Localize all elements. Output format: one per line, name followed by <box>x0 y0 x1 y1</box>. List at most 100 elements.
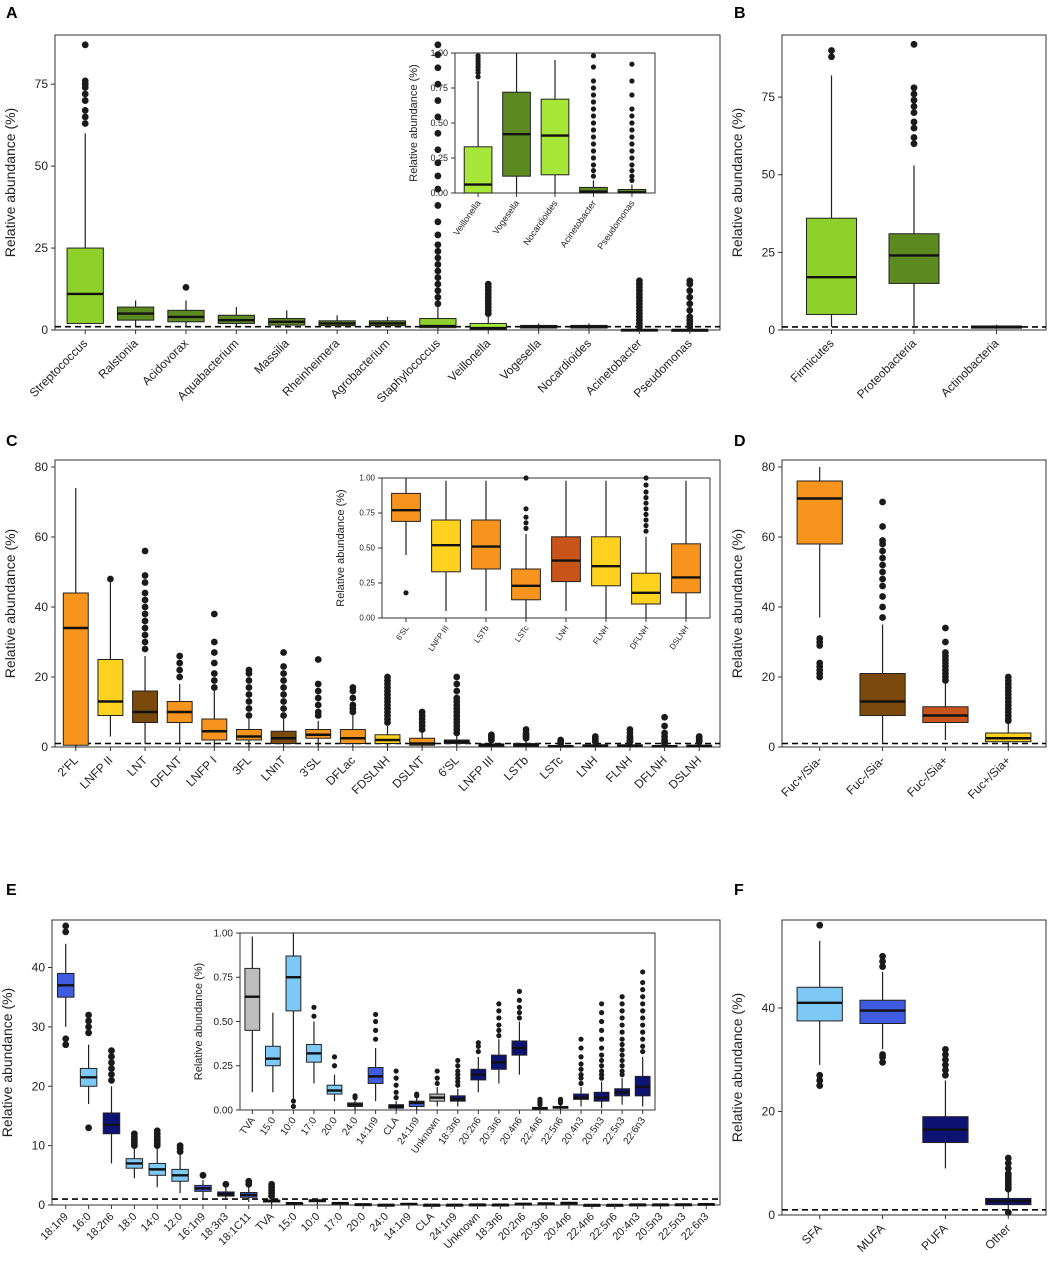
box-15:0 <box>264 1012 281 1093</box>
x-tick-label: Vogesella <box>497 336 544 383</box>
box-DSLNH <box>686 733 713 748</box>
outlier-point <box>879 963 886 970</box>
y-tick-label: 80 <box>762 460 776 474</box>
panel-d: 0 20 40 60 80 Relative abundance (%) Fuc+/Sia-… <box>729 459 1047 802</box>
outlier-point <box>245 666 253 674</box>
outlier-point <box>141 645 149 653</box>
outlier-point <box>434 300 442 308</box>
box-20:0 <box>326 1054 343 1102</box>
outlier-point <box>816 659 824 667</box>
box-body <box>859 673 906 716</box>
outlier-point <box>245 1177 253 1185</box>
box-18:1n9 <box>56 922 75 1049</box>
box-body <box>235 729 262 741</box>
outlier-point <box>372 1036 379 1042</box>
outlier-point <box>314 680 322 688</box>
outlier-point <box>85 1029 93 1037</box>
outlier-point <box>372 1027 379 1033</box>
outlier-point <box>434 41 442 49</box>
outlier-point <box>598 1045 605 1051</box>
box-24:1n9 <box>408 1091 425 1110</box>
outlier-point <box>523 520 529 526</box>
y-tick-label: 25 <box>35 241 49 255</box>
outlier-point <box>629 61 635 67</box>
box-LNnT <box>270 649 297 747</box>
outlier-point <box>598 1063 605 1069</box>
box-18:1C11 <box>240 1177 258 1203</box>
outlier-point <box>81 120 89 127</box>
panel-label-b: B <box>734 5 746 22</box>
box-LNFP II <box>97 575 124 737</box>
y-tick-label: 20 <box>35 670 49 684</box>
inset-e: 0.00 0.25 0.50 0.75 1.00 Relative abundance (… <box>193 928 656 1156</box>
box-body <box>591 536 621 587</box>
outlier-point <box>62 1035 70 1043</box>
box-Proteobacteria <box>888 40 940 327</box>
x-tick-label: LNH <box>574 753 601 780</box>
y-tick-label: 75 <box>762 90 776 104</box>
box-TVA <box>244 936 261 1093</box>
outlier-point <box>578 1054 584 1060</box>
y-tick-label: 40 <box>35 600 49 614</box>
box-20:4n6 <box>560 1201 578 1205</box>
outlier-point <box>629 113 635 119</box>
outlier-point <box>879 582 886 590</box>
box-LNFP III <box>478 731 505 747</box>
box-body <box>419 318 457 329</box>
outlier-point <box>475 53 481 59</box>
box-17:0 <box>331 1201 349 1205</box>
y-axis-label: Relative abundance (%) <box>2 108 18 257</box>
outlier-point <box>516 1015 523 1021</box>
box-body <box>201 718 228 741</box>
outlier-point <box>640 1022 646 1028</box>
outlier-point <box>393 1068 399 1074</box>
box-Vogesella <box>502 53 531 193</box>
x-tick-label: DSLNH <box>666 753 705 792</box>
outlier-point <box>245 705 253 712</box>
box-body <box>264 1045 281 1067</box>
outlier-point <box>598 1068 605 1074</box>
box-LNT <box>132 547 159 744</box>
outlier-point <box>453 673 461 681</box>
outlier-point <box>1004 1159 1012 1167</box>
y-tick-label: 0.00 <box>430 188 448 198</box>
outlier-point <box>280 684 287 691</box>
outlier-point <box>590 127 597 133</box>
x-tick-label: 20:0 <box>345 1211 369 1235</box>
outlier-point <box>590 113 597 119</box>
box-Fuc-/Sia+ <box>922 624 969 740</box>
outlier-point <box>81 106 89 114</box>
panel-label-e: E <box>6 882 17 899</box>
y-axis-label: Relative abundance (%) <box>193 963 205 1080</box>
outlier-point <box>1004 1209 1012 1216</box>
outlier-point <box>141 547 149 555</box>
outlier-point <box>522 726 530 733</box>
outlier-point <box>643 506 649 512</box>
box-16:1n9 <box>194 1171 212 1200</box>
outlier-point <box>686 313 694 321</box>
outlier-point <box>81 90 89 98</box>
x-tick-label: 3'SL <box>297 753 324 780</box>
y-tick-label: 40 <box>762 600 776 614</box>
outlier-point <box>210 677 218 684</box>
panel-label-a: A <box>6 5 18 22</box>
box-LNH <box>582 733 609 747</box>
x-tick-label: 3FL <box>230 753 255 778</box>
outlier-point <box>141 617 149 625</box>
outlier-point <box>141 572 149 579</box>
outlier-point <box>686 293 694 301</box>
outlier-point <box>816 1082 824 1090</box>
y-tick-label: 0 <box>41 323 48 337</box>
box-CLA <box>388 1068 405 1110</box>
outlier-point <box>619 1068 625 1074</box>
y-tick-label: 0.75 <box>430 83 448 93</box>
outlier-point <box>629 155 635 161</box>
outlier-point <box>590 85 597 91</box>
box-18:3n3 <box>217 1180 235 1200</box>
outlier-point <box>635 277 643 285</box>
outlier-point <box>141 631 149 639</box>
panel-label-d: D <box>734 433 746 450</box>
outlier-point <box>314 687 322 695</box>
box-22:4n6 <box>532 1096 548 1110</box>
